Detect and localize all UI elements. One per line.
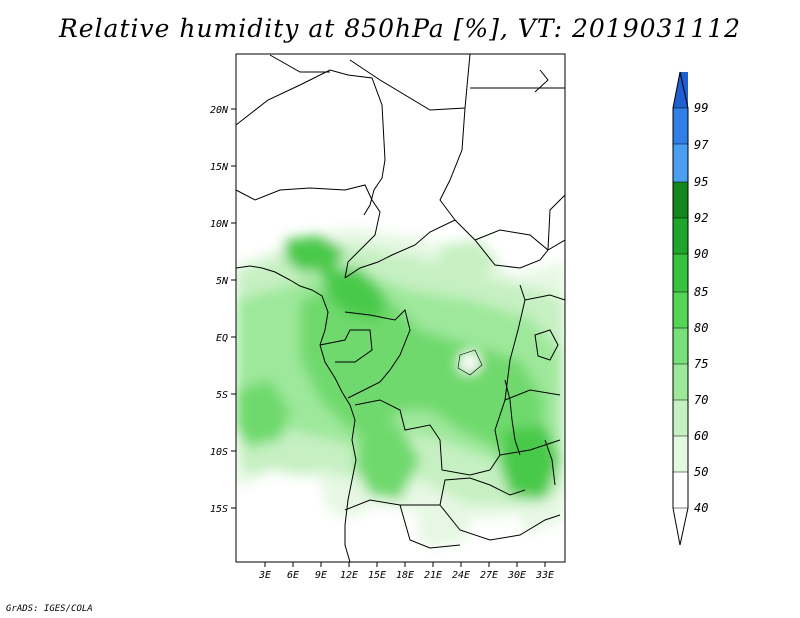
nile-coast-ne <box>534 69 549 93</box>
border-niger-chad <box>236 69 386 216</box>
lon-label: 27E <box>480 570 498 581</box>
lat-label: EQ <box>216 333 228 344</box>
dry-area-southwest <box>236 470 330 562</box>
colorbar-label: 70 <box>694 393 708 407</box>
humidity-patch-ne <box>440 240 500 280</box>
lat-label: 10N <box>210 219 229 230</box>
border-drc-east <box>489 284 526 471</box>
dry-spot-congo <box>458 350 482 375</box>
colorbar-swatch-75 <box>673 328 688 364</box>
border-algeria-niger <box>269 54 330 73</box>
colorbar-label: 50 <box>694 465 708 479</box>
colorbar-swatch-90 <box>673 218 688 254</box>
colorbar-label: 75 <box>694 357 708 371</box>
lon-label: 30E <box>507 570 526 581</box>
map-borders <box>236 54 565 562</box>
lat-label: 15N <box>210 162 229 173</box>
lat-label: 5N <box>216 276 229 287</box>
lat-label: 20N <box>210 105 229 116</box>
humidity-patch-angola <box>355 425 420 500</box>
dry-area-namibia <box>345 505 420 562</box>
humidity-band-very-high <box>320 268 385 320</box>
border-chad-sudan <box>439 107 466 221</box>
colorbar-swatch-40 <box>673 472 688 545</box>
border-botswana <box>399 504 461 549</box>
border-libya-chad <box>349 54 471 111</box>
lake-tanganyika <box>504 379 521 456</box>
latitude-axis: 20N 15N 10N 5N EQ 5S 10S 15S <box>210 105 236 515</box>
lon-label: 9E <box>315 570 327 581</box>
lon-label: 15E <box>368 570 386 581</box>
colorbar-label: 99 <box>694 101 708 115</box>
border-sudan-ethiopia <box>547 194 565 251</box>
colorbar-label: 97 <box>694 138 709 152</box>
colorbar-swatch-92 <box>673 182 688 218</box>
lon-label: 21E <box>424 570 442 581</box>
colorbar-dividers <box>673 107 688 509</box>
colorbar-label: 92 <box>694 211 708 225</box>
colorbar-label: 90 <box>694 247 708 261</box>
border-nigeria <box>236 184 381 279</box>
lat-label: 5S <box>216 390 228 401</box>
coastline-west-africa <box>236 265 357 562</box>
colorbar-swatch-80 <box>673 292 688 328</box>
colorbar-swatch-60 <box>673 400 688 436</box>
colorbar: 99 97 95 92 90 85 80 75 70 60 50 40 <box>672 71 709 546</box>
border-drc-angola <box>354 399 491 476</box>
dry-spot-outline <box>457 349 483 376</box>
colorbar-label: 85 <box>694 285 708 299</box>
humidity-patch-east <box>500 425 560 500</box>
border-east-africa <box>499 294 565 456</box>
longitude-axis: 3E 6E 9E 12E 15E 18E 21E 24E 27E 30E 33E <box>258 562 554 581</box>
humidity-patch-west-coast <box>236 380 290 445</box>
colorbar-swatch-99 <box>673 72 688 108</box>
lake-victoria <box>534 329 559 361</box>
border-zimbabwe <box>439 504 561 541</box>
colorbar-swatch-95 <box>673 144 688 182</box>
border-angola-namibia <box>344 499 440 511</box>
humidity-patch-nigeria <box>285 235 345 272</box>
humidity-band-high <box>300 280 545 450</box>
lon-label: 33E <box>535 570 554 581</box>
lake-malawi <box>544 439 556 486</box>
lon-label: 24E <box>452 570 470 581</box>
border-zambia <box>439 477 526 506</box>
border-cameroon-car <box>344 219 549 279</box>
colorbar-label: 80 <box>694 321 708 335</box>
grads-credit: GrADS: IGES/COLA <box>6 604 93 614</box>
lon-label: 3E <box>258 570 271 581</box>
border-gabon <box>319 329 373 363</box>
colorbar-swatch-85 <box>673 254 688 292</box>
lat-label: 15S <box>210 504 228 515</box>
colorbar-label: 40 <box>694 501 708 515</box>
border-congo-drc <box>344 309 411 399</box>
colorbar-label: 95 <box>694 175 708 189</box>
colorbar-label: 60 <box>694 429 708 443</box>
border-sudan-south-sudan <box>474 229 565 251</box>
map-frame <box>235 53 566 563</box>
lon-label: 6E <box>287 570 299 581</box>
colorbar-swatch-50 <box>673 436 688 472</box>
colorbar-swatch-70 <box>673 364 688 400</box>
colorbar-swatch-97 <box>673 108 688 144</box>
lat-label: 10S <box>210 447 228 458</box>
lon-label: 12E <box>340 570 358 581</box>
humidity-field <box>236 54 565 562</box>
lon-label: 18E <box>396 570 414 581</box>
map-title: Relative humidity at 850hPa [%], VT: 201… <box>58 14 742 43</box>
